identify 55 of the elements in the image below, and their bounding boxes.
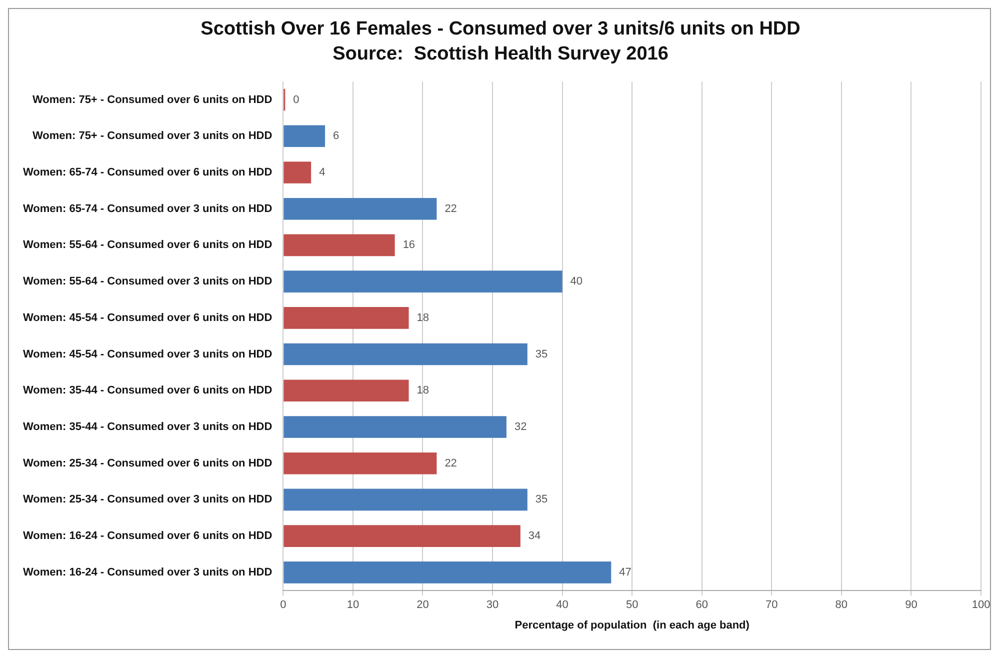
x-tick-label: 0 bbox=[280, 599, 286, 612]
bar bbox=[284, 307, 409, 329]
bar bbox=[284, 525, 520, 547]
bar bbox=[284, 270, 562, 292]
y-tick-label: Women: 75+ - Consumed over 6 units on HDD bbox=[32, 94, 272, 106]
x-axis-title: Percentage of population (in each age band) bbox=[514, 619, 750, 632]
data-label: 34 bbox=[528, 530, 541, 542]
y-tick-label: Women: 25-34 - Consumed over 6 units on HDD bbox=[22, 457, 272, 470]
x-tick-label: 80 bbox=[835, 599, 848, 612]
bar bbox=[284, 488, 528, 511]
bar bbox=[284, 343, 528, 366]
bar bbox=[284, 162, 312, 184]
data-label: 40 bbox=[570, 276, 583, 288]
bar bbox=[284, 452, 437, 474]
data-label: 47 bbox=[619, 566, 632, 578]
x-tick-label: 40 bbox=[556, 599, 568, 612]
y-tick-label: Women: 35-44 - Consumed over 3 units on HDD bbox=[22, 421, 272, 434]
data-label: 18 bbox=[416, 312, 430, 324]
data-label: 4 bbox=[319, 166, 326, 179]
y-tick-label: Women: 75+ - Consumed over 3 units on HDD bbox=[32, 130, 272, 142]
data-label: 22 bbox=[444, 457, 457, 470]
y-tick-label: Women: 55-64 - Consumed over 6 units on HDD bbox=[22, 239, 272, 252]
bar bbox=[284, 416, 506, 438]
x-tick-label: 20 bbox=[416, 599, 429, 612]
data-label: 22 bbox=[444, 202, 457, 215]
bar bbox=[284, 198, 437, 220]
data-label: 6 bbox=[333, 130, 340, 142]
data-label: 35 bbox=[535, 348, 548, 360]
chart-subtitle: Source: Scottish Health Survey 2016 bbox=[332, 43, 668, 64]
data-label: 18 bbox=[416, 384, 430, 397]
x-tick-label: 70 bbox=[766, 599, 778, 612]
x-tick-label: 30 bbox=[486, 599, 499, 612]
x-tick-label: 60 bbox=[696, 599, 708, 612]
bar bbox=[284, 562, 612, 584]
y-tick-label: Women: 16-24 - Consumed over 6 units on HDD bbox=[22, 530, 272, 542]
data-label: 16 bbox=[402, 239, 416, 252]
data-label: 0 bbox=[293, 94, 300, 106]
y-tick-label: Women: 45-54 - Consumed over 6 units on HDD bbox=[22, 312, 272, 324]
y-tick-label: Women: 45-54 - Consumed over 3 units on HDD bbox=[22, 348, 272, 360]
y-tick-label: Women: 65-74 - Consumed over 6 units on HDD bbox=[22, 166, 272, 179]
x-tick-label: 10 bbox=[346, 599, 360, 612]
x-tick-label: 50 bbox=[626, 599, 638, 612]
chart-title: Scottish Over 16 Females - Consumed over 3 units/6 units on HDD bbox=[200, 18, 800, 40]
y-tick-label: Women: 25-34 - Consumed over 3 units on HDD bbox=[22, 494, 272, 506]
data-label: 32 bbox=[514, 421, 527, 434]
bar bbox=[284, 380, 409, 402]
y-tick-label: Women: 65-74 - Consumed over 3 units on HDD bbox=[22, 202, 272, 215]
y-tick-label: Women: 55-64 - Consumed over 3 units on HDD bbox=[22, 276, 272, 288]
y-tick-label: Women: 35-44 - Consumed over 6 units on HDD bbox=[22, 384, 272, 397]
bar bbox=[284, 125, 326, 148]
x-tick-label: 100 bbox=[972, 599, 990, 612]
bar bbox=[284, 234, 395, 256]
x-tick-label: 90 bbox=[905, 599, 918, 612]
y-tick-label: Women: 16-24 - Consumed over 3 units on HDD bbox=[22, 566, 272, 578]
data-label: 35 bbox=[535, 494, 548, 506]
